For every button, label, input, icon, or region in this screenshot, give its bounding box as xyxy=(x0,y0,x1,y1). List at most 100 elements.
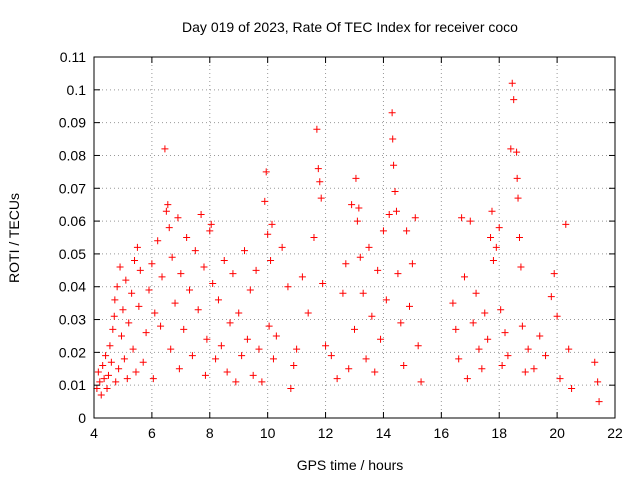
data-point xyxy=(164,201,172,209)
data-point xyxy=(290,361,298,369)
data-point xyxy=(316,178,324,186)
x-tick-label: 12 xyxy=(318,425,334,441)
data-point xyxy=(504,352,512,360)
data-point xyxy=(238,352,246,360)
y-tick-label: 0.08 xyxy=(59,147,86,163)
data-point xyxy=(355,204,363,212)
data-point xyxy=(129,345,137,353)
data-point xyxy=(568,384,576,392)
data-point xyxy=(469,319,477,327)
x-tick-label: 22 xyxy=(607,425,623,441)
data-point xyxy=(498,361,506,369)
data-point xyxy=(550,270,558,278)
data-point xyxy=(269,355,277,363)
data-point xyxy=(382,296,390,304)
data-point xyxy=(151,309,159,317)
data-point xyxy=(478,365,486,373)
data-point xyxy=(154,237,162,245)
data-point xyxy=(177,270,185,278)
data-point xyxy=(397,319,405,327)
data-point xyxy=(104,371,112,379)
data-point xyxy=(110,312,118,320)
data-point xyxy=(495,224,503,232)
data-point xyxy=(175,365,183,373)
data-point xyxy=(377,335,385,343)
data-point xyxy=(183,234,191,241)
data-point xyxy=(333,375,341,383)
data-point xyxy=(365,243,373,251)
y-axis-label: ROTI / TECUs xyxy=(6,193,22,283)
data-point xyxy=(102,352,110,360)
data-point xyxy=(165,224,173,232)
data-point xyxy=(133,243,141,251)
data-point xyxy=(206,227,214,235)
data-point xyxy=(497,306,505,314)
data-point xyxy=(214,296,222,304)
data-point xyxy=(514,194,522,202)
data-point xyxy=(356,253,364,261)
data-point xyxy=(452,325,460,333)
data-point xyxy=(115,365,123,373)
data-point xyxy=(157,322,165,330)
x-axis-label: GPS time / hours xyxy=(297,457,404,473)
data-point xyxy=(530,365,538,373)
data-point xyxy=(417,378,425,386)
data-point xyxy=(319,279,327,287)
data-point xyxy=(390,161,398,169)
data-point xyxy=(255,345,263,353)
data-point xyxy=(168,253,176,261)
data-point xyxy=(547,293,555,301)
data-point xyxy=(501,329,509,337)
data-point xyxy=(293,345,301,353)
data-point xyxy=(171,299,179,307)
data-point xyxy=(411,214,419,222)
data-point xyxy=(313,125,321,133)
data-point xyxy=(455,355,463,363)
data-point xyxy=(536,332,544,340)
data-point xyxy=(368,312,376,320)
data-point xyxy=(123,375,131,383)
data-point xyxy=(510,96,518,104)
data-point xyxy=(128,289,136,297)
data-point xyxy=(188,352,196,360)
data-point xyxy=(310,234,318,241)
data-point xyxy=(268,220,276,228)
data-point xyxy=(284,283,292,291)
data-point xyxy=(109,325,117,333)
y-tick-label: 0.11 xyxy=(60,49,86,65)
data-point xyxy=(339,289,347,297)
data-point xyxy=(405,302,413,310)
data-point xyxy=(100,375,108,383)
data-point xyxy=(158,273,166,281)
data-point xyxy=(220,256,228,264)
data-point xyxy=(287,384,295,392)
data-point xyxy=(243,335,251,343)
data-point xyxy=(212,355,220,363)
data-point xyxy=(591,358,599,366)
data-point xyxy=(272,332,280,340)
data-point xyxy=(120,355,128,363)
data-point xyxy=(278,243,286,251)
data-point xyxy=(217,342,225,350)
data-point xyxy=(466,217,474,225)
data-point xyxy=(106,342,114,350)
data-point xyxy=(139,358,147,366)
data-point xyxy=(267,256,275,264)
grid-lines xyxy=(94,57,615,418)
data-point xyxy=(174,214,182,222)
data-point xyxy=(111,296,119,304)
data-point xyxy=(167,345,175,353)
data-point xyxy=(264,230,272,238)
data-point xyxy=(203,335,211,343)
data-point xyxy=(371,368,379,376)
data-point xyxy=(135,302,143,310)
data-point xyxy=(553,312,561,320)
data-point xyxy=(252,266,260,274)
data-point xyxy=(362,355,370,363)
data-point xyxy=(524,345,532,353)
data-point xyxy=(136,266,144,274)
data-point xyxy=(507,145,515,153)
data-point xyxy=(379,227,387,235)
data-point xyxy=(232,378,240,386)
x-tick-label: 10 xyxy=(260,425,276,441)
